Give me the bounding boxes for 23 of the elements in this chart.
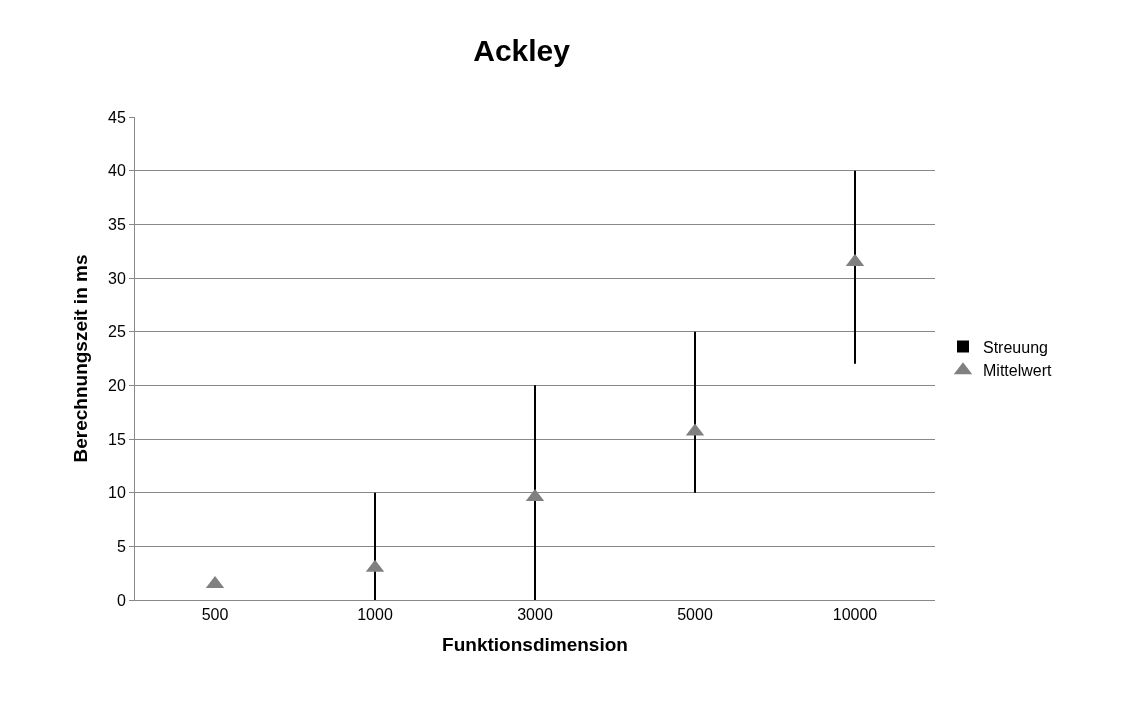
y-tick-label: 25 bbox=[108, 323, 126, 341]
y-tick-label: 5 bbox=[116, 537, 126, 555]
y-tick-label: 0 bbox=[116, 591, 126, 609]
y-tick-label: 20 bbox=[108, 376, 126, 394]
y-tick-label: 15 bbox=[108, 430, 126, 448]
y-tick-label: 40 bbox=[108, 162, 126, 180]
x-tick-label: 3000 bbox=[517, 606, 553, 624]
legend-label: Streuung bbox=[983, 338, 1048, 356]
x-axis-title: Funktionsdimension bbox=[442, 634, 628, 655]
y-tick-label: 35 bbox=[108, 215, 126, 233]
bar bbox=[694, 331, 696, 493]
y-tick-label: 45 bbox=[108, 108, 126, 126]
y-tick-label: 10 bbox=[108, 484, 126, 502]
bar bbox=[854, 170, 856, 364]
y-axis-title: Berechnungszeit in ms bbox=[69, 254, 91, 463]
legend-label: Mittelwert bbox=[983, 362, 1053, 380]
chart-title: Ackley bbox=[473, 33, 571, 67]
x-tick-label: 1000 bbox=[357, 606, 393, 624]
y-tick-label: 30 bbox=[108, 269, 126, 287]
x-tick-label: 500 bbox=[201, 606, 229, 624]
x-tick-label: 5000 bbox=[677, 606, 713, 624]
bar bbox=[534, 385, 536, 600]
x-tick-label: 10000 bbox=[832, 606, 878, 624]
